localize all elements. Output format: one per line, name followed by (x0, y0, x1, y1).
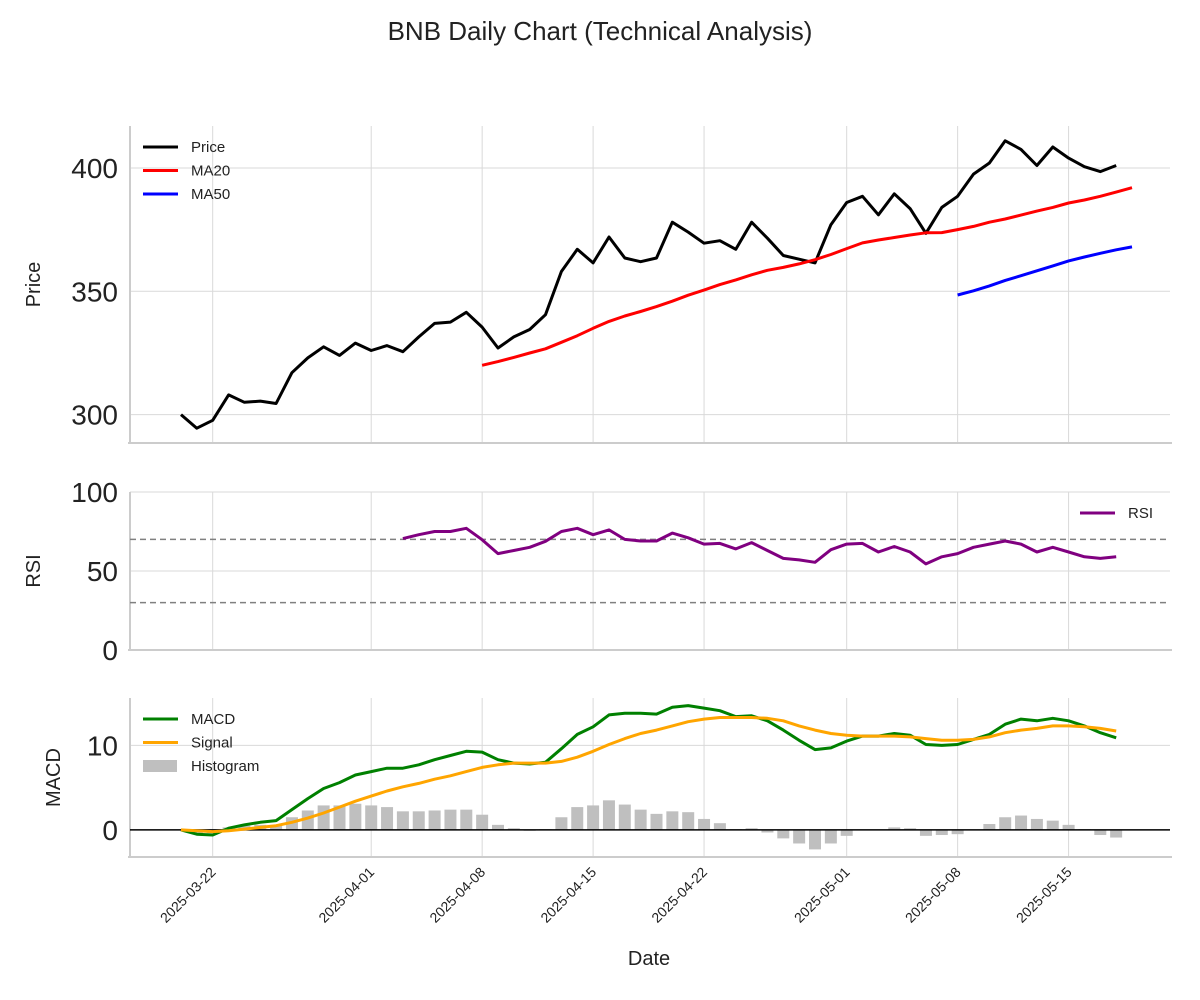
macd-y-tick-label: 10 (87, 730, 118, 761)
histogram-bar (745, 828, 758, 830)
x-tick-label: 2025-04-01 (315, 864, 377, 926)
x-tick-label: 2025-05-01 (791, 864, 853, 926)
histogram-bar (618, 804, 631, 830)
histogram-bar (666, 811, 679, 830)
histogram-bar (1094, 829, 1107, 836)
rsi-legend: RSI (1080, 505, 1153, 522)
histogram-bar (1046, 820, 1059, 830)
chart-title: BNB Daily Chart (Technical Analysis) (388, 16, 813, 46)
price-y-tick-label: 300 (71, 400, 118, 431)
histogram-bar (1110, 829, 1123, 838)
macd-y-tick-label: 0 (102, 815, 118, 846)
histogram-bar (270, 824, 283, 830)
x-tick-label: 2025-04-08 (426, 864, 488, 926)
histogram-bar (713, 823, 726, 830)
ma20-line (481, 186, 1133, 367)
legend-label: MA50 (191, 186, 230, 203)
rsi-line (402, 526, 1117, 566)
x-tick-labels: 2025-03-22 2025-04-01 2025-04-08 2025-04-15… (157, 864, 1075, 926)
histogram-bars (175, 800, 1123, 850)
rsi-y-axis-title: RSI (23, 554, 45, 587)
histogram-bar (587, 805, 600, 830)
macd-panel: 0 10 MACD MACD Signal Histogram (43, 698, 1172, 858)
macd-line (180, 704, 1117, 837)
histogram-bar (793, 829, 806, 844)
histogram-bar (634, 809, 647, 830)
histogram-bar (349, 803, 362, 830)
histogram-bar (1062, 824, 1075, 830)
histogram-bar (602, 800, 615, 830)
legend-label: MA20 (191, 163, 230, 180)
histogram-bar (1015, 815, 1028, 830)
price-y-tick-label: 350 (71, 276, 118, 307)
price-line (180, 139, 1117, 430)
rsi-y-tick-label: 100 (71, 477, 118, 508)
histogram-bar (365, 805, 378, 830)
x-axis-title: Date (628, 948, 670, 970)
histogram-bar (888, 827, 901, 830)
legend-swatch (143, 760, 177, 772)
price-legend: Price MA20 MA50 (143, 139, 230, 203)
legend-label: RSI (1128, 505, 1153, 522)
rsi-panel: 0 50 100 RSI RSI (23, 477, 1172, 666)
histogram-bar (650, 813, 663, 830)
legend-label: Signal (191, 735, 233, 752)
histogram-bar (919, 829, 932, 836)
histogram-bar (333, 805, 346, 830)
histogram-bar (809, 829, 821, 850)
histogram-bar (777, 829, 790, 839)
x-tick-label: 2025-04-22 (648, 864, 710, 926)
histogram-bar (904, 828, 917, 830)
histogram-bar (935, 829, 948, 836)
histogram-bar (824, 829, 837, 844)
rsi-y-tick-label: 0 (102, 635, 118, 666)
histogram-bar (428, 810, 441, 830)
price-y-axis-title: Price (23, 262, 45, 308)
histogram-bar (460, 809, 473, 830)
histogram-bar (983, 824, 996, 830)
histogram-bar (412, 811, 425, 830)
x-tick-label: 2025-03-22 (157, 864, 219, 926)
macd-legend: MACD Signal Histogram (143, 711, 259, 775)
histogram-bar (476, 814, 489, 830)
rsi-grid (130, 491, 1170, 651)
legend-label: Histogram (191, 758, 259, 775)
price-grid (130, 126, 1170, 443)
x-tick-label: 2025-05-08 (902, 864, 964, 926)
histogram-bar (492, 824, 504, 830)
histogram-bar (507, 828, 520, 830)
price-panel: 300 350 400 Price Price MA20 MA50 (23, 126, 1172, 444)
histogram-bar (317, 805, 330, 830)
histogram-bar (555, 817, 568, 830)
histogram-bar (301, 810, 314, 830)
histogram-bar (381, 807, 394, 830)
signal-line (180, 716, 1117, 834)
x-tick-label: 2025-04-15 (537, 864, 599, 926)
histogram-bar (999, 817, 1012, 830)
macd-y-axis-title: MACD (43, 748, 65, 807)
ma50-line (957, 245, 1133, 297)
histogram-bar (444, 809, 457, 830)
legend-label: MACD (191, 711, 235, 728)
legend-label: Price (191, 139, 225, 156)
price-y-tick-label: 400 (71, 153, 118, 184)
histogram-bar (1030, 818, 1043, 830)
histogram-bar (571, 807, 584, 830)
histogram-bar (698, 818, 711, 830)
histogram-bar (682, 812, 695, 830)
histogram-bar (396, 811, 409, 830)
x-tick-label: 2025-05-15 (1013, 864, 1075, 926)
rsi-y-tick-label: 50 (87, 556, 118, 587)
histogram-bar (761, 829, 774, 833)
histogram-bar (951, 829, 964, 835)
histogram-bar (840, 829, 853, 836)
